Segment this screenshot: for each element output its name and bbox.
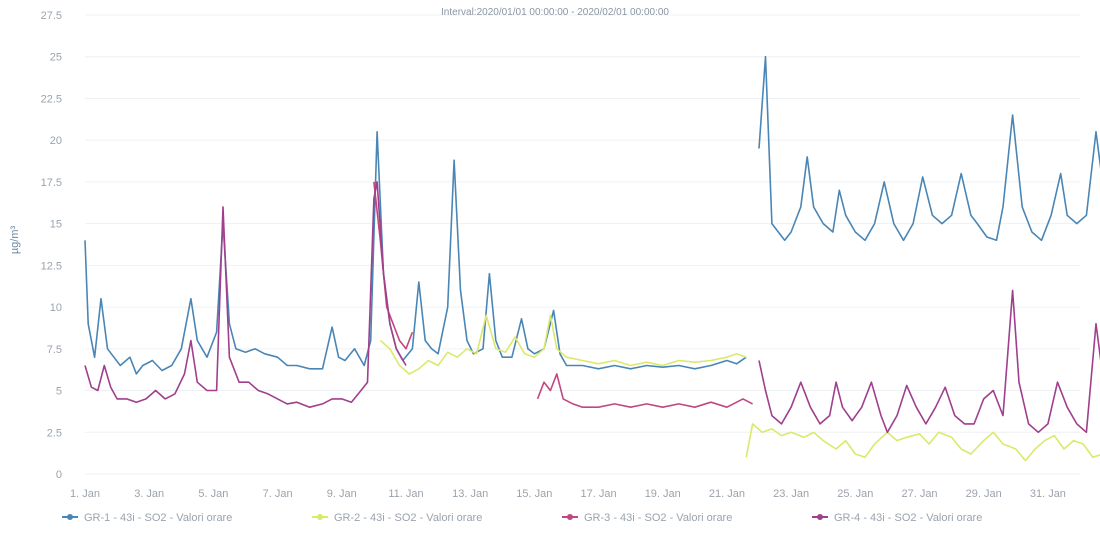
x-tick-label: 1. Jan [70,488,100,500]
y-tick-label: 0 [56,469,62,481]
x-tick-label: 7. Jan [263,488,293,500]
x-tick-label: 9. Jan [327,488,357,500]
legend-marker [567,514,573,520]
y-tick-label: 15 [50,219,62,231]
x-tick-label: 15. Jan [516,488,552,500]
y-axis-label: µg/m³ [9,225,21,254]
x-tick-label: 27. Jan [901,488,937,500]
series-line [84,181,407,408]
y-tick-label: 27.5 [41,10,62,22]
y-tick-label: 10 [50,302,62,314]
x-tick-label: 25. Jan [837,488,873,500]
series-line [745,423,1100,462]
grid [85,14,1080,475]
series-line [758,55,1100,242]
y-tick-label: 7.5 [47,344,62,356]
plot-area [84,55,1100,462]
x-tick-label: 3. Jan [134,488,164,500]
legend-marker [817,514,823,520]
y-tick-label: 12.5 [41,260,62,272]
y-tick-label: 17.5 [41,177,62,189]
x-tick-label: 29. Jan [966,488,1002,500]
series-line [758,289,1100,434]
x-tick-label: 23. Jan [773,488,809,500]
x-tick-label: 19. Jan [645,488,681,500]
legend-label[interactable]: GR-2 - 43i - SO2 - Valori orare [334,512,482,524]
legend-marker [317,514,323,520]
x-tick-label: 13. Jan [452,488,488,500]
legend-label[interactable]: GR-1 - 43i - SO2 - Valori orare [84,512,232,524]
series-line [84,131,747,375]
y-tick-label: 20 [50,135,62,147]
series-line [536,373,753,408]
x-tick-label: 21. Jan [709,488,745,500]
x-tick-label: 5. Jan [198,488,228,500]
legend: GR-1 - 43i - SO2 - Valori orare GR-2 - 43… [62,512,982,524]
legend-label[interactable]: GR-4 - 43i - SO2 - Valori orare [834,512,982,524]
y-tick-label: 2.5 [47,427,62,439]
chart-title: Interval:2020/01/01 00:00:00 - 2020/02/0… [441,7,669,18]
y-tick-label: 25 [50,52,62,64]
x-tick-label: 11. Jan [388,488,423,500]
y-axis: 0 2.5 5 7.5 10 12.5 15 17.5 20 22.5 25 27.5 [41,10,62,481]
series-line [379,314,747,375]
x-tick-label: 31. Jan [1030,488,1066,500]
series-line [373,181,414,350]
x-axis: 1. Jan 3. Jan 5. Jan 7. Jan 9. Jan 11. Jan 13.… [70,488,1066,500]
y-tick-label: 22.5 [41,93,62,105]
y-tick-label: 5 [56,386,62,398]
legend-label[interactable]: GR-3 - 43i - SO2 - Valori orare [584,512,732,524]
x-tick-label: 17. Jan [581,488,617,500]
legend-marker [67,514,73,520]
